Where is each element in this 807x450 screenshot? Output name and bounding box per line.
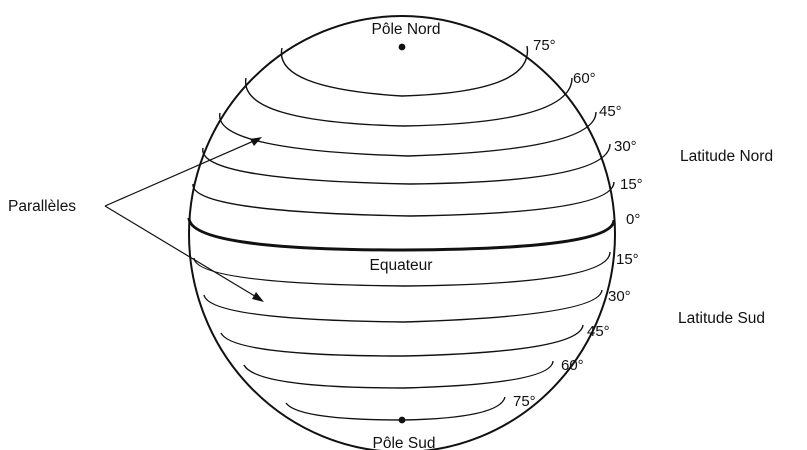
pointer-arrowhead-lower (252, 292, 264, 302)
degree-label-north-45: 45° (599, 103, 622, 120)
latitude-north-label: Latitude Nord (680, 148, 773, 165)
degree-label-north-15: 15° (620, 176, 643, 193)
degree-label-south-15: 15° (616, 251, 639, 268)
north-pole-label: Pôle Nord (372, 21, 441, 38)
parallel-south-60 (243, 360, 554, 389)
parallel-north-30 (202, 143, 611, 185)
parallel-south-45 (220, 324, 584, 357)
north-pole-dot (398, 43, 406, 51)
parallel-north-60 (245, 77, 573, 127)
south-pole-label: Pôle Sud (373, 435, 436, 450)
degree-label-0: 0° (626, 211, 640, 228)
degree-label-south-75: 75° (513, 393, 536, 410)
pointer-line-upper (104, 139, 257, 207)
degree-label-north-60: 60° (573, 70, 596, 87)
degree-label-south-45: 45° (587, 323, 610, 340)
degree-label-south-60: 60° (561, 357, 584, 374)
parallel-south-30 (203, 289, 603, 323)
pointer-line-lower (104, 205, 259, 299)
south-pole-dot (398, 416, 406, 424)
parallel-north-45 (219, 111, 597, 157)
parallels-label: Parallèles (8, 198, 76, 215)
parallel-south-75 (285, 396, 506, 421)
globe-outline (188, 15, 616, 450)
latitude-south-label: Latitude Sud (678, 310, 765, 327)
equator-label: Equateur (370, 257, 433, 274)
pointer-arrowhead-upper (250, 137, 262, 146)
degree-label-south-30: 30° (608, 288, 631, 305)
equator-line (187, 217, 616, 252)
parallel-north-75 (280, 45, 529, 97)
degree-label-north-75: 75° (533, 37, 556, 54)
parallel-north-15 (192, 181, 615, 217)
degree-label-north-30: 30° (614, 138, 637, 155)
